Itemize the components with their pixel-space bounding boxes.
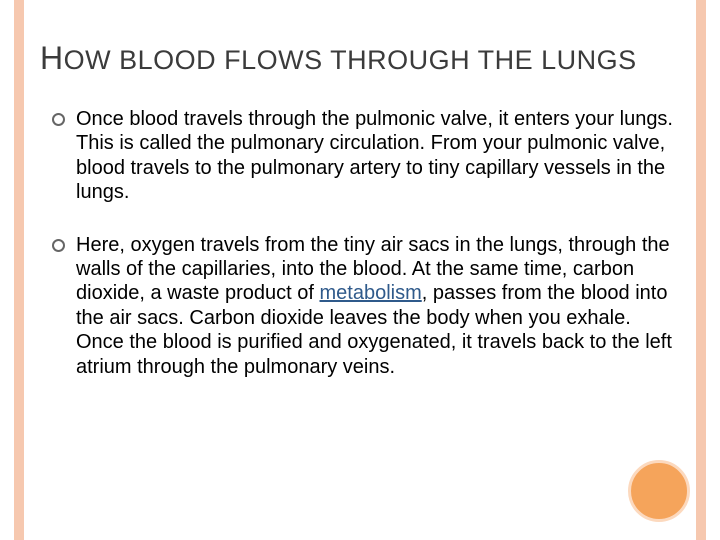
- bullet-list: Once blood travels through the pulmonic …: [40, 107, 680, 379]
- list-item: Here, oxygen travels from the tiny air s…: [58, 233, 680, 379]
- title-rest-1: OW: [64, 45, 112, 75]
- metabolism-link[interactable]: metabolism: [319, 282, 421, 304]
- right-stripe: [696, 0, 706, 540]
- title-cap-1: H: [40, 40, 64, 76]
- slide-content: HOW BLOOD FLOWS THROUGH THE LUNGS Once b…: [40, 40, 680, 407]
- slide-title: HOW BLOOD FLOWS THROUGH THE LUNGS: [40, 40, 680, 77]
- list-item: Once blood travels through the pulmonic …: [58, 107, 680, 205]
- left-stripe: [14, 0, 24, 540]
- bullet-text: Once blood travels through the pulmonic …: [76, 108, 673, 203]
- corner-circle-decoration: [628, 460, 690, 522]
- title-rest-2: BLOOD FLOWS THROUGH THE LUNGS: [111, 45, 637, 75]
